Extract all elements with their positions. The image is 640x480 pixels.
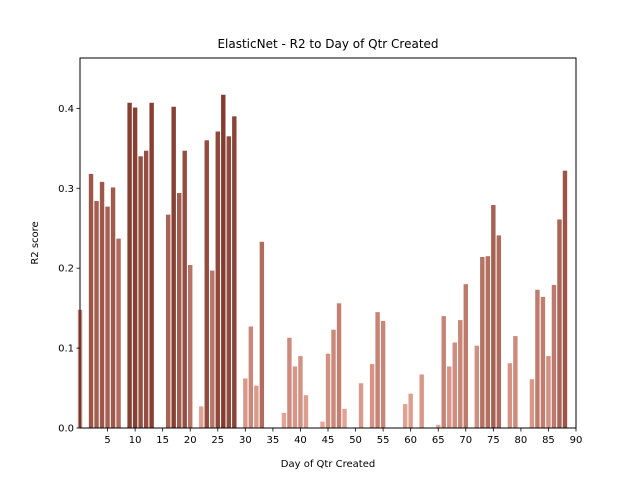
chart-title: ElasticNet - R2 to Day of Qtr Created [217,37,438,51]
bar [143,150,149,428]
bar [463,284,468,428]
x-tick-label: 60 [404,435,417,446]
x-tick-label: 25 [211,435,224,446]
x-tick-label: 90 [570,435,583,446]
bars-group [77,94,568,429]
bar [149,102,154,428]
x-tick-label: 50 [349,435,362,446]
x-tick-label: 5 [104,435,110,446]
bar [281,412,287,428]
y-axis: 0.0 0.1 0.2 0.3 0.4 [58,104,80,435]
bar [419,374,424,428]
bar [99,181,105,428]
bar [447,366,452,428]
x-tick-label: 80 [515,435,528,446]
bar [303,395,309,428]
bar [436,424,441,428]
bar [402,404,408,428]
bar [496,235,502,428]
x-tick-label: 75 [487,435,500,446]
bar [380,320,386,428]
bar [287,337,292,428]
bar [298,356,303,428]
bar [243,378,248,428]
bar [248,326,254,428]
bar [529,379,535,428]
bar [105,206,110,428]
bar [491,205,496,428]
x-tick-label: 20 [184,435,197,446]
x-tick-label: 55 [377,435,390,446]
y-tick-label: 0.1 [58,344,74,355]
bar [369,364,375,428]
bar [375,312,380,428]
bar [480,256,485,428]
bar [562,170,568,428]
x-tick-label: 30 [239,435,252,446]
x-tick-label: 70 [459,435,472,446]
bar [88,173,94,428]
bar [540,296,546,428]
x-tick-label: 15 [156,435,169,446]
x-tick-label: 65 [432,435,445,446]
x-tick-label: 40 [294,435,307,446]
x-axis: 5 10 15 20 25 30 35 40 45 50 55 60 65 70 75 80 85 90 [104,428,582,446]
bar [132,107,138,429]
bar [535,289,540,428]
bar [127,102,132,428]
x-tick-label: 45 [322,435,335,446]
bar [325,353,331,428]
bar [292,366,298,428]
bar [177,193,182,428]
y-tick-label: 0.0 [58,424,74,435]
bar [358,383,364,428]
bar [215,131,220,428]
bar [513,336,518,428]
bar [320,421,325,428]
y-tick-label: 0.4 [58,104,74,115]
bar [210,270,215,428]
bar [94,201,99,428]
bar [342,408,347,428]
bar [182,150,187,428]
bar [259,241,265,428]
bar [474,345,480,428]
bar [199,406,204,428]
bar [204,140,209,428]
bar [336,303,342,428]
bar [452,342,457,428]
x-tick-label: 35 [267,435,280,446]
bar [138,156,143,429]
x-tick-label: 85 [542,435,555,446]
bar [557,219,562,428]
bar [546,356,551,428]
bar [110,187,116,428]
y-axis-label: R2 score [30,221,41,264]
bar [226,136,232,428]
x-axis-label: Day of Qtr Created [281,459,375,470]
bar [551,284,557,428]
bar [188,264,193,428]
bar [116,238,121,428]
bar [165,214,171,428]
bar [232,116,237,428]
bar [485,256,491,428]
bar [331,329,336,428]
bar [441,316,446,428]
y-tick-label: 0.3 [58,184,74,195]
bar [507,363,513,428]
bar [254,385,259,428]
x-tick-label: 10 [129,435,142,446]
bar [221,94,226,428]
bar [408,393,413,428]
y-tick-label: 0.2 [58,264,74,275]
bar [458,320,463,428]
bar [171,106,176,428]
